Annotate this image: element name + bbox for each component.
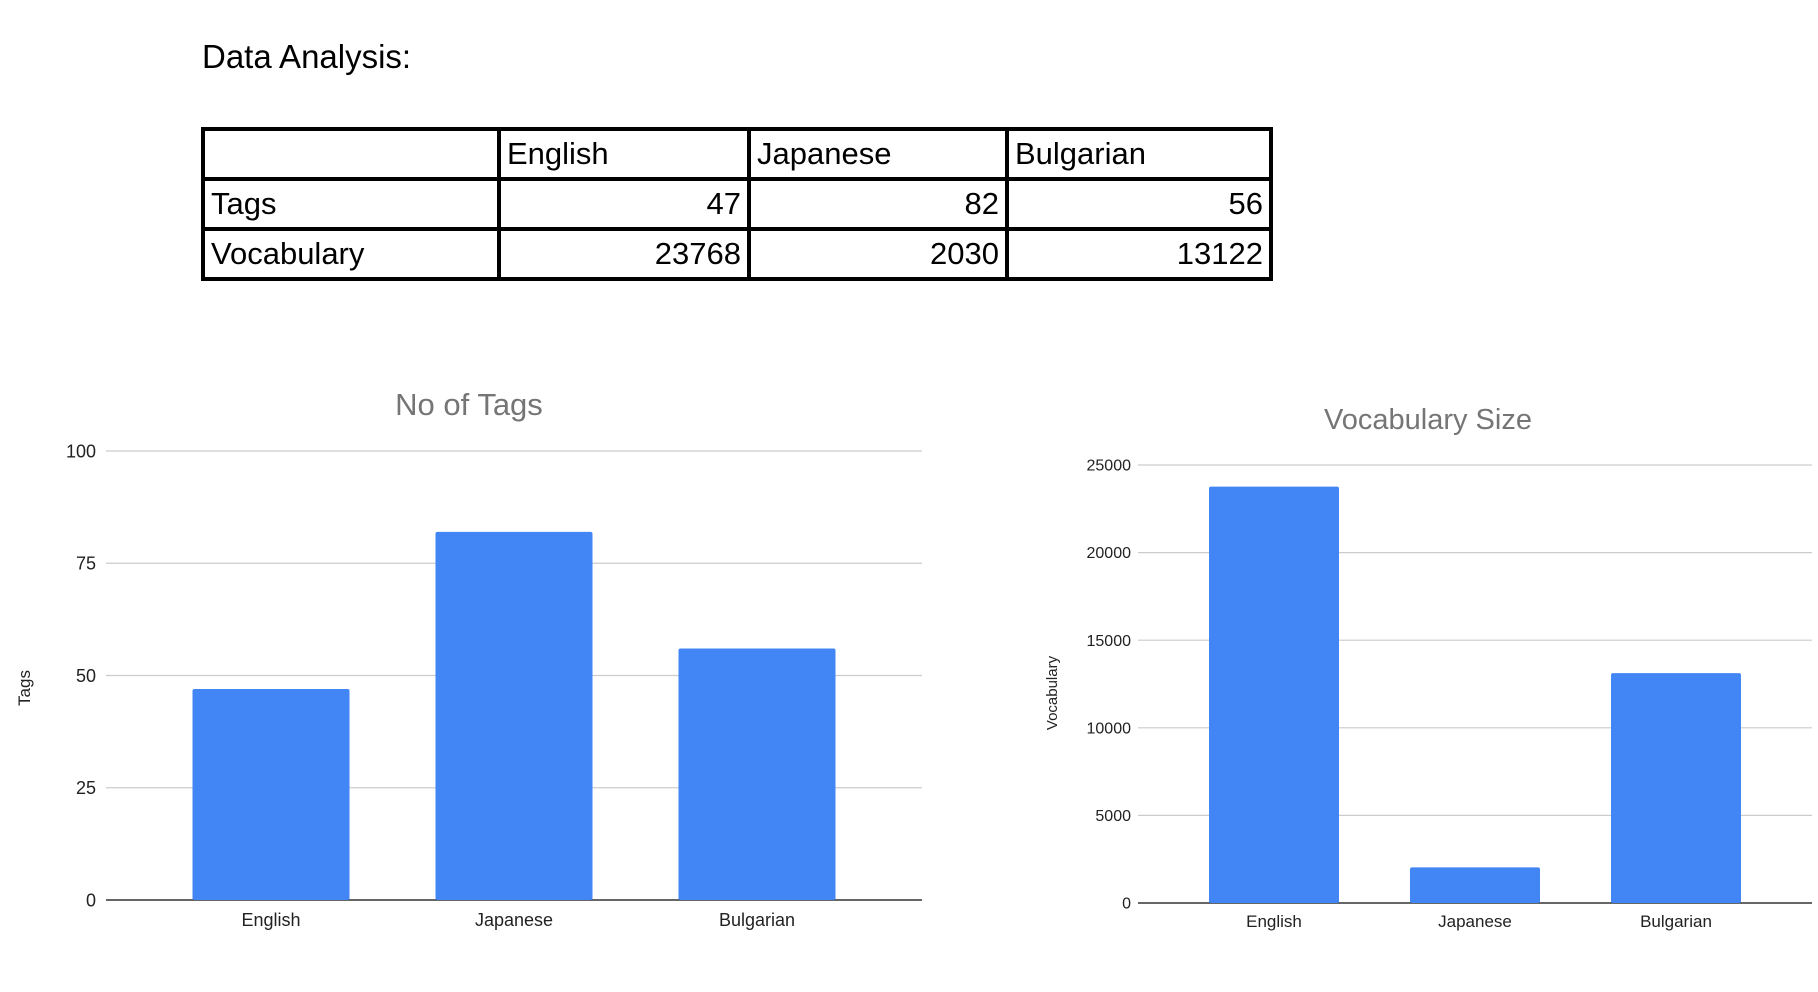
summary-table: English Japanese Bulgarian Tags 47 82 56… <box>201 127 1273 281</box>
y-tick-label: 75 <box>76 554 96 574</box>
row-label: Tags <box>201 177 501 231</box>
y-tick-label: 0 <box>86 890 96 910</box>
table-header-cell: Bulgarian <box>1005 127 1273 181</box>
table-cell: 82 <box>747 177 1009 231</box>
y-tick-label: 50 <box>76 666 96 686</box>
y-tick-label: 25 <box>76 778 96 798</box>
y-tick-label: 15000 <box>1087 633 1132 650</box>
table-cell: 56 <box>1005 177 1273 231</box>
chart-title: Vocabulary Size <box>1324 404 1532 436</box>
table-header-cell: Japanese <box>747 127 1009 181</box>
bar-bulgarian <box>1611 673 1741 903</box>
y-tick-label: 25000 <box>1087 458 1132 475</box>
x-tick-label: Bulgarian <box>1640 912 1712 931</box>
table-cell: 2030 <box>747 227 1009 281</box>
bar-bulgarian <box>678 648 836 900</box>
bar-japanese <box>1410 867 1540 903</box>
y-tick-label: 100 <box>66 441 96 461</box>
row-label: Vocabulary <box>201 227 501 281</box>
page-heading: Data Analysis: <box>202 38 412 75</box>
bar-english <box>192 688 350 900</box>
table-header-row: English Japanese Bulgarian <box>201 127 1273 181</box>
y-tick-label: 10000 <box>1087 720 1132 737</box>
x-tick-label: English <box>241 910 300 930</box>
table-cell: 47 <box>497 177 751 231</box>
x-tick-label: Japanese <box>1438 912 1512 931</box>
table-row: Tags 47 82 56 <box>201 177 1273 231</box>
table-header-cell <box>201 127 501 181</box>
bar-english <box>1209 486 1339 903</box>
table-header-cell: English <box>497 127 751 181</box>
x-tick-label: Japanese <box>475 910 553 930</box>
table-cell: 13122 <box>1005 227 1273 281</box>
x-tick-label: Bulgarian <box>719 910 795 930</box>
y-tick-label: 5000 <box>1095 808 1131 825</box>
x-tick-label: English <box>1246 912 1302 931</box>
table-cell: 23768 <box>497 227 751 281</box>
chart-title: No of Tags <box>395 387 543 422</box>
y-tick-label: 0 <box>1122 896 1131 913</box>
y-axis-label: Vocabulary <box>1044 655 1061 730</box>
y-axis-label: Tags <box>15 670 34 706</box>
bar-japanese <box>435 531 593 900</box>
table-row: Vocabulary 23768 2030 13122 <box>201 227 1273 281</box>
y-tick-label: 20000 <box>1087 545 1132 562</box>
